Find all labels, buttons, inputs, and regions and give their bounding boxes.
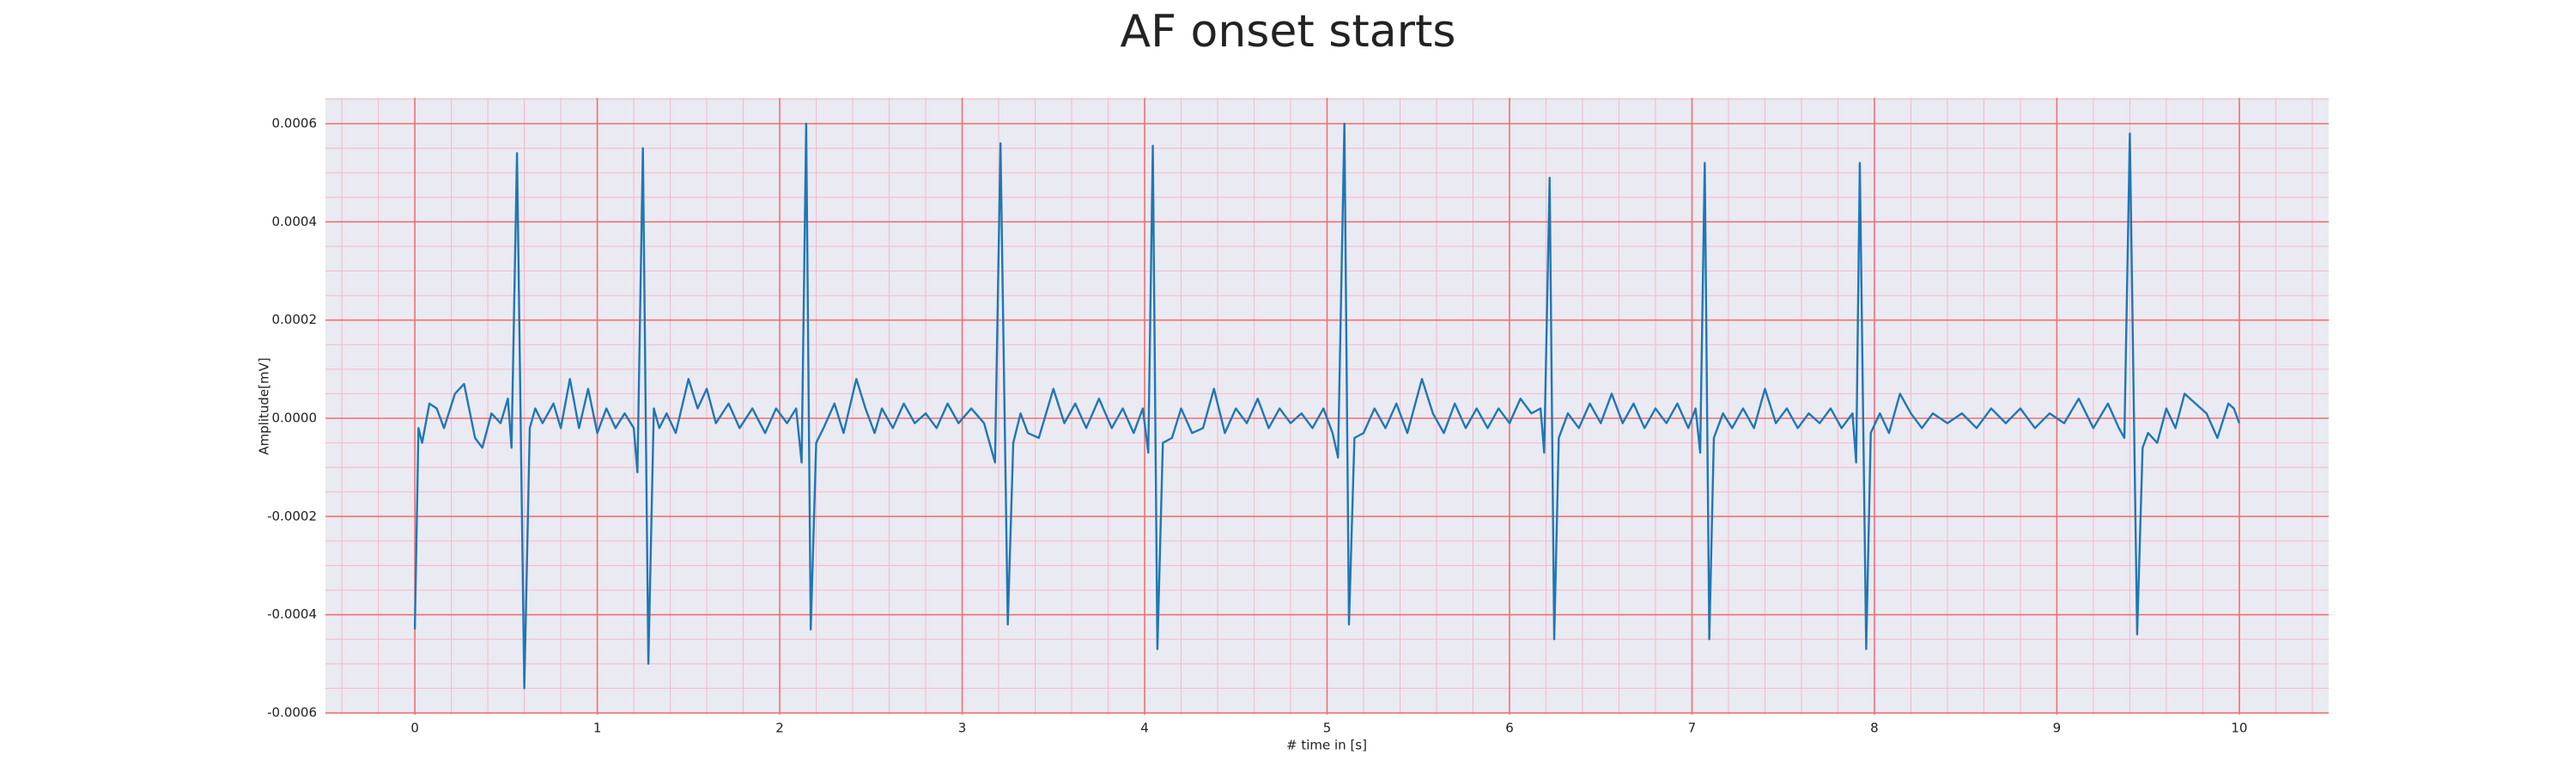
x-tick-label: 4 bbox=[1140, 721, 1149, 736]
x-tick-label: 9 bbox=[2053, 721, 2062, 736]
y-tick-label: 0.0002 bbox=[272, 312, 318, 327]
x-tick-label: 3 bbox=[958, 721, 967, 736]
ecg-line bbox=[413, 122, 2241, 690]
x-tick-label: 1 bbox=[593, 721, 602, 736]
x-tick-label: 6 bbox=[1505, 721, 1514, 736]
x-tick-label: 5 bbox=[1323, 721, 1332, 736]
y-tick-label: -0.0006 bbox=[267, 704, 317, 720]
y-tick-label: 0.0006 bbox=[272, 116, 318, 131]
y-tick-label: -0.0004 bbox=[267, 606, 317, 622]
y-tick-label: 0.0000 bbox=[272, 411, 318, 426]
x-tick-label: 0 bbox=[410, 721, 419, 736]
y-tick-label: -0.0002 bbox=[267, 508, 317, 524]
y-axis-label: Amplitude[mV] bbox=[257, 357, 272, 454]
x-tick-label: 8 bbox=[1870, 721, 1879, 736]
x-axis-label: # time in [s] bbox=[1286, 738, 1367, 753]
x-tick-label: 7 bbox=[1688, 721, 1697, 736]
x-tick-label: 10 bbox=[2231, 721, 2247, 736]
y-tick-label: 0.0004 bbox=[272, 214, 318, 229]
chart-title: AF onset starts bbox=[1121, 6, 1456, 58]
x-tick-label: 2 bbox=[775, 721, 784, 736]
